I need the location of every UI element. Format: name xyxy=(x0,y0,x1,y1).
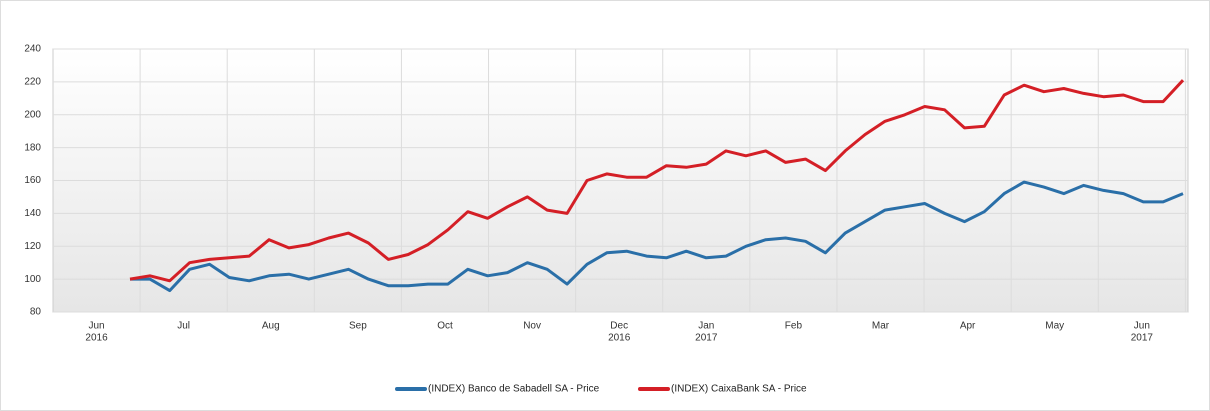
y-tick-label: 240 xyxy=(24,44,41,55)
x-tick-label: Jul xyxy=(177,321,190,332)
y-tick-label: 160 xyxy=(24,175,41,186)
y-tick-label: 120 xyxy=(24,241,41,252)
x-tick-label: 2017 xyxy=(1131,333,1154,344)
x-tick-label: Jun xyxy=(88,321,104,332)
y-tick-label: 220 xyxy=(24,77,41,88)
x-tick-label: May xyxy=(1045,321,1064,332)
x-tick-label: 2016 xyxy=(85,333,108,344)
x-tick-label: Feb xyxy=(785,321,803,332)
y-tick-label: 200 xyxy=(24,109,41,120)
y-tick-label: 180 xyxy=(24,142,41,153)
x-tick-label: Aug xyxy=(262,321,280,332)
x-tick-label: Jan xyxy=(698,321,714,332)
y-tick-label: 100 xyxy=(24,274,41,285)
x-tick-label: Dec xyxy=(610,321,628,332)
y-tick-label: 80 xyxy=(30,307,42,318)
line-series xyxy=(130,180,1184,293)
line-series xyxy=(129,79,1185,283)
x-tick-label: Mar xyxy=(872,321,890,332)
x-tick-label: Oct xyxy=(437,321,453,332)
x-tick-label: 2016 xyxy=(608,333,631,344)
x-tick-label: Jun xyxy=(1134,321,1150,332)
x-tick-label: Nov xyxy=(523,321,541,332)
x-tick-label: 2017 xyxy=(695,333,718,344)
legend-label: (INDEX) CaixaBank SA - Price xyxy=(671,384,807,395)
y-tick-label: 140 xyxy=(24,208,41,219)
x-tick-label: Apr xyxy=(960,321,976,332)
x-tick-label: Sep xyxy=(349,321,367,332)
legend-label: (INDEX) Banco de Sabadell SA - Price xyxy=(428,384,600,395)
